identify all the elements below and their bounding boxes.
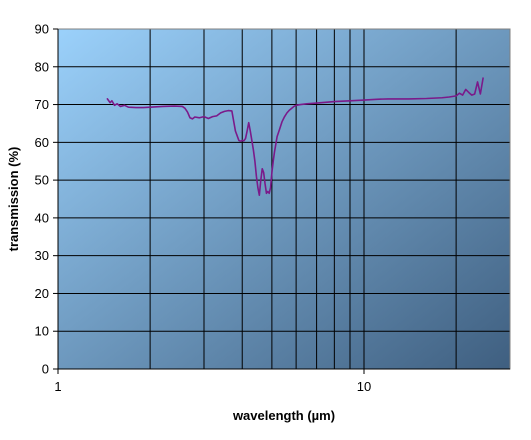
x-axis-title: wavelength (µm)	[232, 408, 335, 423]
plot-area	[58, 29, 510, 369]
y-tick-label: 50	[35, 173, 49, 188]
series-layer	[106, 77, 484, 197]
tick-labels: 0 10 20 30 40 50 60 70 80 90 1 10	[35, 22, 372, 395]
y-tick-label: 30	[35, 248, 49, 263]
y-axis-title: transmission (%)	[6, 147, 21, 252]
x-tick-label: 1	[54, 379, 61, 394]
series-line	[106, 77, 484, 197]
y-tick-label: 70	[35, 97, 49, 112]
grid-lines	[58, 28, 510, 369]
y-tick-label: 80	[35, 59, 49, 74]
y-tick-label: 40	[35, 210, 49, 225]
y-tick-label: 20	[35, 286, 49, 301]
y-tick-label: 10	[35, 324, 49, 339]
axes	[53, 28, 510, 374]
x-tick-label: 10	[357, 379, 371, 394]
y-tick-label: 0	[42, 362, 49, 377]
y-tick-label: 90	[35, 22, 49, 37]
y-tick-label: 60	[35, 135, 49, 150]
